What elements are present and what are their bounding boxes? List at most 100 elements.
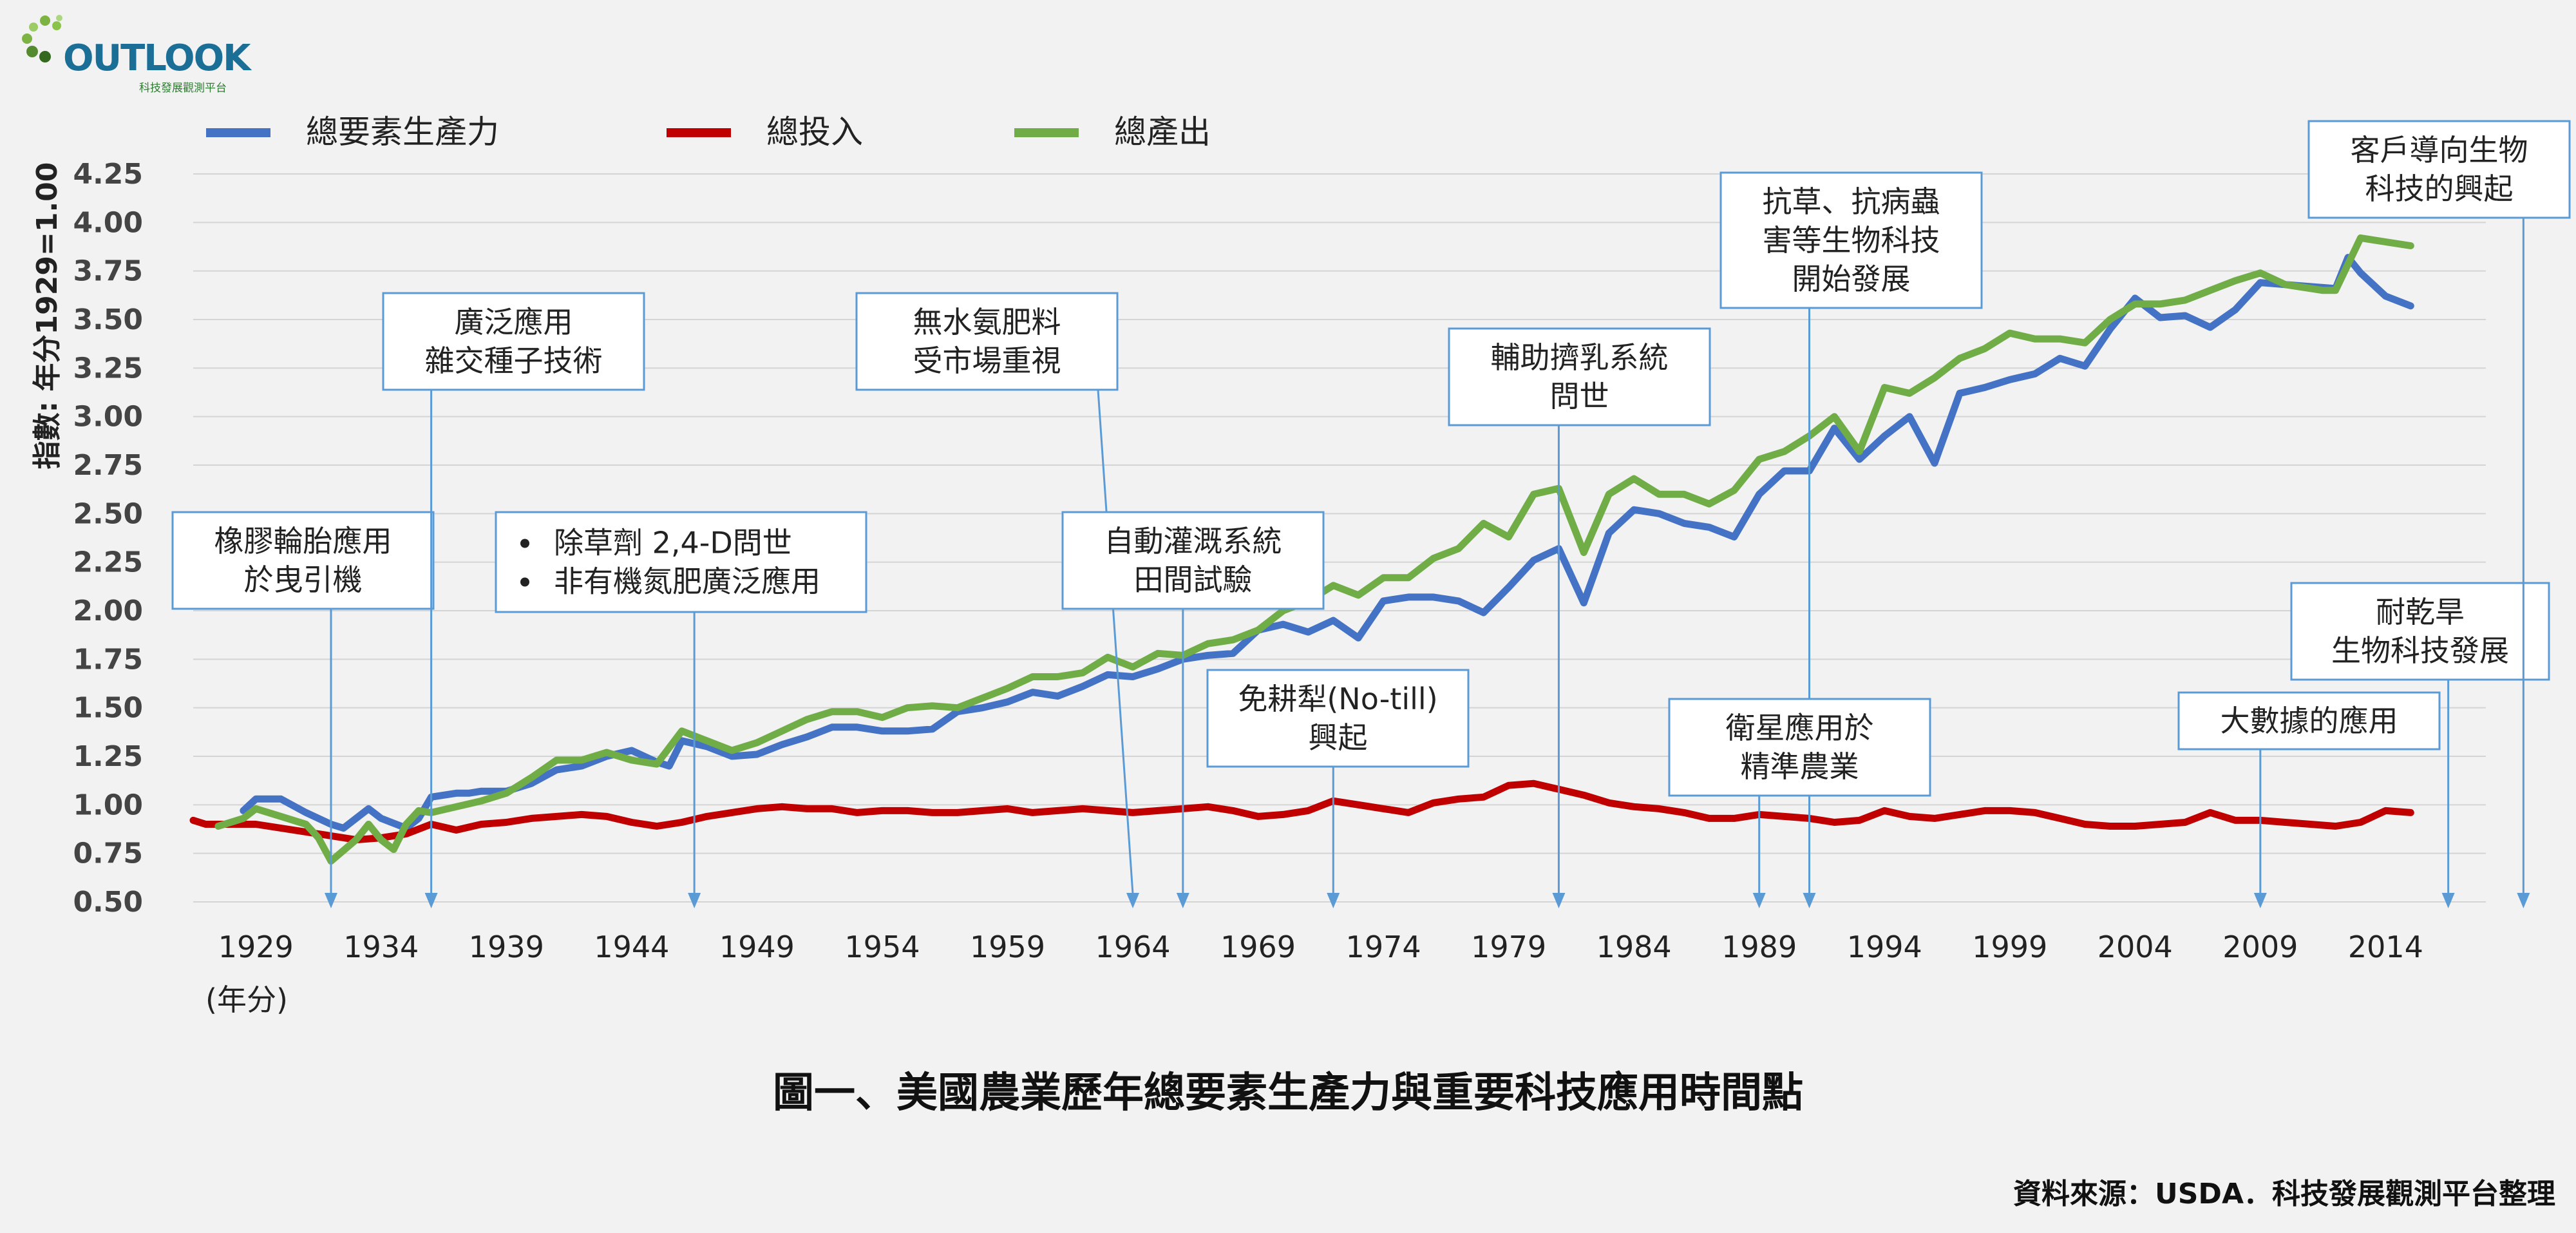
annotation-arrowhead: [2253, 893, 2267, 908]
annotation-text: 田間試驗: [1134, 562, 1253, 597]
x-tick-label: 1944: [594, 930, 669, 964]
x-tick-label: 1959: [970, 930, 1045, 964]
annotation-callout: 免耕犁(No-till) 興起: [1206, 669, 1470, 908]
annotation-text: 開始發展: [1792, 262, 1911, 296]
x-tick-label: 1969: [1220, 930, 1296, 964]
annotation-arrowhead: [324, 893, 337, 908]
annotation-arrowhead: [688, 893, 701, 908]
y-tick-label: 1.50: [73, 692, 143, 725]
y-axis-ticks: 0.50 0.75 1.00 1.25 1.50 1.75 2.00 2.25 2.50 2.75…: [73, 158, 143, 919]
annotation-text: 耐乾旱: [2376, 595, 2465, 629]
y-tick-label: 3.75: [73, 255, 143, 288]
y-tick-label: 3.50: [73, 303, 143, 336]
legend-label: 總產出: [1114, 113, 1211, 151]
annotation-box: [1719, 171, 1983, 309]
x-tick-label: 1964: [1095, 930, 1170, 964]
annotation-text: 興起: [1309, 720, 1368, 755]
x-tick-label: 1934: [343, 930, 419, 964]
x-axis-ticks: 1929 1934 1939 1944 1949 1954 1959 1964 1969 1974…: [218, 930, 2423, 964]
x-axis-unit-label: (年分): [205, 982, 288, 1017]
annotation-text: 問世: [1550, 379, 1609, 414]
annotation-arrowhead: [1752, 893, 1766, 908]
y-tick-label: 1.75: [73, 643, 143, 676]
x-tick-label: 1994: [1847, 930, 1922, 964]
outlook-logo: OUTLOOK 科技發展觀測平台: [19, 12, 251, 95]
series-line: [214, 234, 2414, 865]
x-tick-label: 1929: [218, 930, 294, 964]
series-line: [189, 779, 2414, 844]
x-tick-label: 2014: [2348, 930, 2423, 964]
y-tick-label: 4.00: [73, 206, 143, 239]
y-tick-label: 2.75: [73, 449, 143, 482]
annotation-text: 於曳引機: [244, 562, 363, 597]
x-tick-label: 1949: [719, 930, 795, 964]
annotation-box: [171, 511, 435, 610]
annotation-box: [2290, 582, 2550, 681]
annotation-box: [1668, 698, 1931, 797]
annotation-text: 免耕犁(No-till): [1238, 682, 1437, 716]
x-tick-label: 1979: [1471, 930, 1546, 964]
x-tick-label: 1999: [1972, 930, 2047, 964]
x-tick-label: 2004: [2098, 930, 2173, 964]
annotation-text: 受市場重視: [913, 343, 1061, 378]
logo-subtitle: 科技發展觀測平台: [139, 82, 227, 95]
legend: 總要素生產力 總投入 總產出: [206, 113, 1211, 151]
annotation-box: [1206, 669, 1470, 768]
annotation-arrowhead: [1803, 893, 1816, 908]
x-tick-label: 1984: [1596, 930, 1672, 964]
annotation-callout: 大數據的應用: [2177, 691, 2441, 908]
annotation-arrowhead: [2441, 893, 2455, 908]
annotation-box: [1061, 511, 1325, 610]
annotation-arrowhead: [1176, 893, 1189, 908]
x-tick-label: 1939: [469, 930, 544, 964]
annotation-text: 自動灌溉系統: [1104, 524, 1282, 559]
y-tick-label: 1.25: [73, 740, 143, 773]
annotation-text: 無水氨肥料: [913, 305, 1061, 339]
annotation-box: [382, 292, 645, 391]
annotation-box: [495, 511, 867, 613]
annotation-text: 橡膠輪胎應用: [214, 524, 392, 559]
annotation-text: 客戶導向生物: [2351, 133, 2528, 167]
y-tick-label: 4.25: [73, 158, 143, 191]
source-note: 資料來源：USDA．科技發展觀測平台整理: [2013, 1178, 2555, 1210]
x-tick-label: 1989: [1721, 930, 1797, 964]
bullet-icon: [520, 539, 529, 548]
annotation-text: 大數據的應用: [2221, 703, 2398, 738]
y-tick-label: 3.00: [73, 401, 143, 434]
annotation-arrowhead: [1126, 893, 1140, 908]
x-tick-label: 1974: [1346, 930, 1421, 964]
logo-dots-icon: [22, 15, 62, 62]
annotation-text: 輔助擠乳系統: [1491, 340, 1669, 375]
annotation-leader-line: [1097, 389, 1134, 895]
annotation-text: 非有機氮肥廣泛應用: [554, 564, 820, 599]
annotation-arrowhead: [424, 893, 438, 908]
annotation-arrowhead: [1552, 893, 1566, 908]
annotation-text: 科技的興起: [2365, 171, 2514, 206]
series-lines: [189, 234, 2414, 865]
annotation-box: [855, 292, 1119, 391]
legend-label: 總要素生產力: [306, 113, 499, 151]
annotation-arrowhead: [2517, 893, 2530, 908]
legend-label: 總投入: [766, 113, 863, 151]
bullet-icon: [520, 577, 529, 587]
y-tick-label: 0.75: [73, 837, 143, 870]
annotation-text: 抗草、抗病蟲: [1763, 184, 1940, 219]
annotation-box: [2307, 120, 2571, 219]
y-tick-label: 2.50: [73, 497, 143, 530]
annotation-text: 生物科技發展: [2331, 633, 2509, 668]
logo-wordmark: OUTLOOK: [63, 37, 251, 79]
annotation-text: 雜交種子技術: [425, 343, 603, 378]
annotation-text: 廣泛應用: [455, 305, 573, 339]
figure-caption: 圖一、美國農業歷年總要素生產力與重要科技應用時間點: [773, 1069, 1803, 1117]
